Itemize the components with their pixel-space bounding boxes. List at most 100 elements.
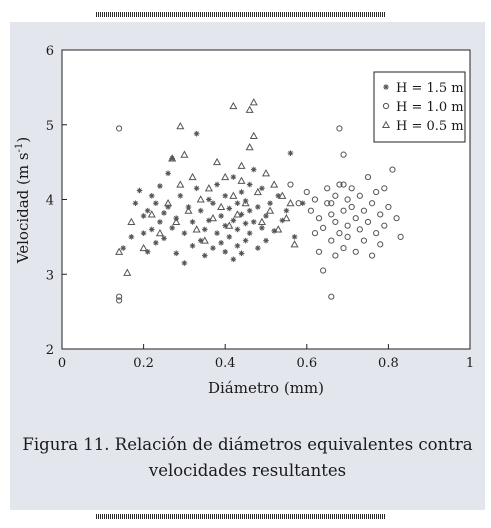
circle-data-point bbox=[315, 248, 323, 255]
asterisk-data-point bbox=[165, 204, 171, 210]
asterisk-data-point bbox=[210, 245, 216, 251]
triangle-data-point bbox=[237, 176, 246, 184]
triangle-data-point bbox=[176, 180, 185, 188]
asterisk-data-point bbox=[161, 210, 167, 216]
triangle-data-point bbox=[184, 206, 193, 214]
triangle-data-point bbox=[233, 210, 242, 218]
circle-data-point bbox=[381, 185, 388, 192]
asterisk-data-point bbox=[226, 234, 233, 240]
circle-data-point bbox=[356, 192, 363, 199]
circle-data-point bbox=[303, 188, 310, 196]
triangle-data-point bbox=[237, 161, 246, 169]
asterisk-data-point bbox=[214, 181, 220, 188]
y-axis-label-main: Velocidad (m s bbox=[14, 152, 32, 264]
asterisk-data-point bbox=[148, 192, 155, 199]
triangle-data-point bbox=[192, 225, 201, 233]
legend: H = 1.5 m H = 1.0 m H = 0.5 m bbox=[373, 71, 466, 143]
triangle-data-point bbox=[155, 228, 164, 237]
caption-line-1: Figura 11. Relación de diámetros equival… bbox=[22, 435, 473, 454]
triangle-data-point bbox=[172, 217, 181, 225]
asterisk-data-point bbox=[263, 213, 269, 219]
legend-label: H = 1.0 m bbox=[396, 100, 464, 115]
triangle-data-point bbox=[249, 131, 258, 140]
data-points bbox=[115, 98, 404, 304]
y-axis-label: Velocidad (m s-1) bbox=[14, 137, 32, 264]
triangle-data-point bbox=[241, 199, 250, 207]
circle-data-point bbox=[328, 200, 335, 207]
asterisk-data-point bbox=[206, 196, 212, 203]
x-tick-label: 0 bbox=[58, 356, 66, 371]
asterisk-data-point bbox=[263, 237, 269, 244]
y-axis-label-close: ) bbox=[14, 137, 32, 143]
circle-data-point bbox=[324, 200, 331, 207]
bottom-decorative-rule bbox=[96, 514, 386, 519]
legend-label: H = 1.5 m bbox=[396, 81, 464, 96]
asterisk-data-point bbox=[189, 243, 196, 249]
circle-data-point bbox=[324, 185, 331, 192]
asterisk-data-point bbox=[197, 207, 204, 214]
triangle-data-point bbox=[123, 268, 132, 276]
circle-data-point bbox=[116, 125, 123, 132]
circle-data-point bbox=[368, 252, 376, 259]
asterisk-data-point bbox=[144, 249, 151, 255]
asterisk-data-point bbox=[279, 217, 286, 224]
circle-data-point bbox=[373, 230, 380, 237]
asterisk-data-point bbox=[193, 130, 200, 137]
figure-caption: Figura 11. Relación de diámetros equival… bbox=[10, 432, 485, 484]
y-axis-label-superscript: -1 bbox=[14, 143, 25, 153]
legend-box bbox=[373, 71, 466, 143]
asterisk-data-point bbox=[181, 260, 188, 266]
asterisk-data-point bbox=[238, 189, 245, 195]
asterisk-data-point bbox=[169, 155, 175, 162]
asterisk-data-point bbox=[222, 192, 228, 199]
asterisk-data-point bbox=[255, 245, 261, 251]
triangle-data-point bbox=[274, 225, 283, 233]
asterisk-data-point bbox=[214, 230, 220, 236]
triangle-data-point bbox=[176, 122, 185, 130]
triangle-data-point bbox=[196, 195, 205, 203]
asterisk-data-point bbox=[242, 220, 249, 227]
y-tick-label: 2 bbox=[46, 343, 54, 358]
circle-data-point bbox=[389, 166, 396, 173]
triangle-data-point bbox=[208, 213, 218, 222]
asterisk-data-point bbox=[238, 250, 245, 257]
asterisk-data-point bbox=[148, 226, 155, 233]
circle-data-point bbox=[385, 203, 392, 211]
asterisk-data-point bbox=[283, 207, 290, 214]
asterisk-data-point bbox=[210, 200, 216, 207]
circle-data-point bbox=[311, 230, 319, 237]
asterisk-data-point bbox=[250, 219, 257, 225]
circle-data-point bbox=[116, 293, 123, 300]
circle-data-point bbox=[397, 233, 404, 240]
circle-data-point bbox=[356, 226, 363, 233]
asterisk-data-point bbox=[250, 166, 257, 173]
asterisk-data-point bbox=[222, 249, 228, 255]
asterisk-data-point bbox=[120, 245, 126, 251]
triangle-data-point bbox=[253, 187, 262, 196]
circle-data-point bbox=[360, 207, 368, 214]
triangle-data-point bbox=[225, 221, 234, 229]
triangle-data-point bbox=[245, 142, 254, 151]
y-tick-label: 6 bbox=[46, 44, 54, 59]
circle-data-point bbox=[352, 215, 359, 222]
asterisk-data-point bbox=[230, 217, 237, 224]
circle-data-point bbox=[348, 185, 355, 192]
asterisk-data-point bbox=[157, 183, 163, 189]
triangle-data-point bbox=[257, 217, 266, 225]
triangle-data-point bbox=[168, 154, 177, 162]
circle-data-point bbox=[352, 248, 359, 255]
asterisk-data-point bbox=[299, 200, 306, 207]
y-tick-label: 3 bbox=[46, 268, 54, 283]
triangle-data-point bbox=[139, 243, 148, 252]
x-tick-label: 1 bbox=[466, 356, 474, 371]
circle-data-point bbox=[336, 125, 343, 132]
triangle-data-point bbox=[212, 157, 222, 166]
asterisk-data-point bbox=[287, 150, 294, 156]
circle-data-point bbox=[320, 224, 327, 232]
x-tick-label: 0.8 bbox=[378, 356, 399, 371]
circle-data-point bbox=[364, 173, 372, 181]
triangle-data-point bbox=[217, 202, 226, 211]
circle-data-point bbox=[344, 233, 351, 240]
asterisk-data-point bbox=[246, 230, 253, 236]
asterisk-data-point bbox=[136, 187, 143, 194]
